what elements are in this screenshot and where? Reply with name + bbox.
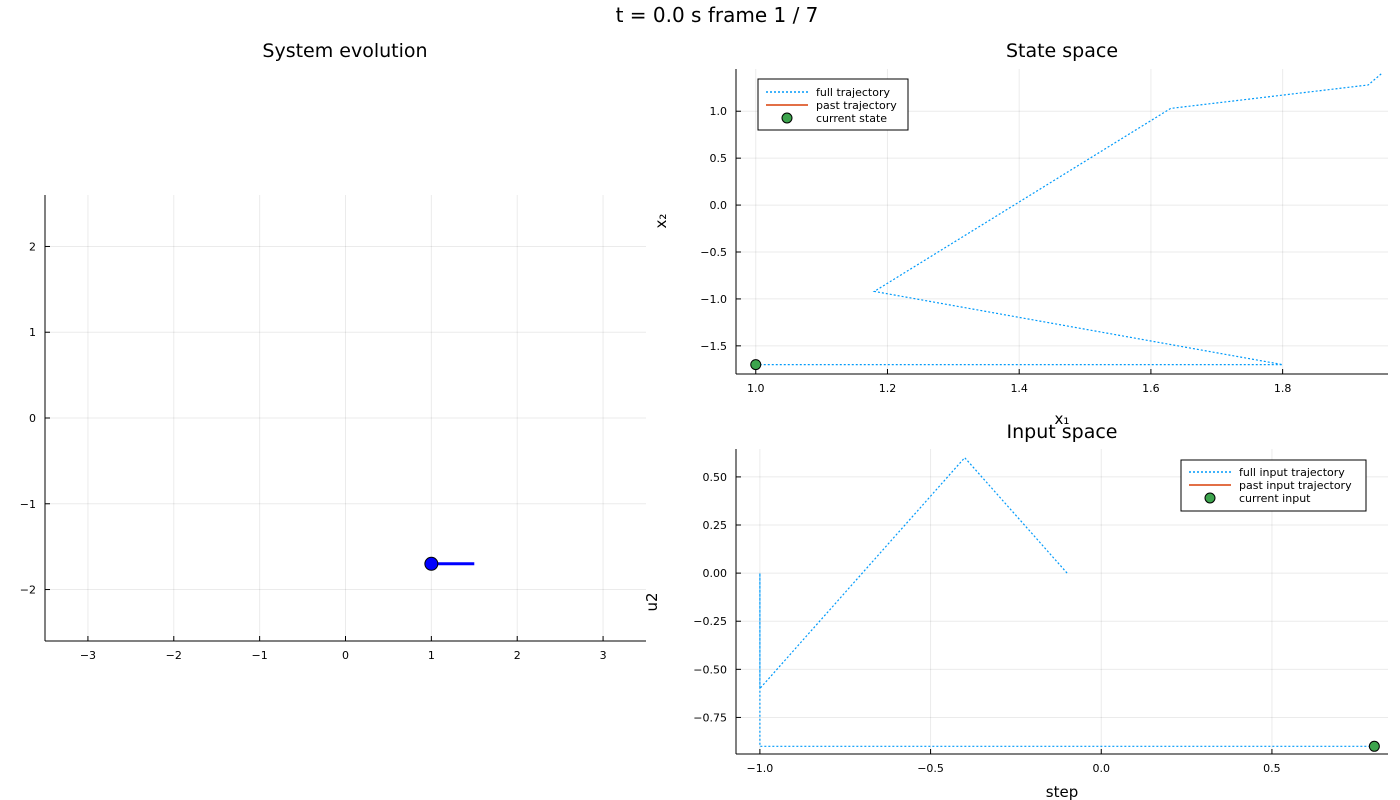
x-tick-label: −2 [166, 649, 182, 662]
y-tick-label: 0.50 [703, 471, 728, 484]
x-tick-label: 1 [428, 649, 435, 662]
legend-label-full: full trajectory [816, 86, 890, 99]
legend-label-full-input: full input trajectory [1239, 466, 1345, 479]
legend-marker-current [781, 112, 793, 124]
figure-title: t = 0.0 s frame 1 / 7 [616, 3, 819, 27]
current-point [750, 359, 762, 371]
current-point [1368, 740, 1380, 752]
y-tick-label: 0.5 [710, 152, 728, 165]
legend-label-current-input: current input [1239, 492, 1311, 505]
x-tick-label: −0.5 [917, 762, 944, 775]
input-space-xlabel: step [1046, 783, 1078, 800]
grid [736, 69, 1388, 374]
y-tick-label: 1.0 [710, 105, 728, 118]
state-space-xlabel: x₁ [1055, 410, 1070, 428]
y-tick-label: −0.25 [693, 615, 727, 628]
y-tick-label: −0.50 [693, 663, 727, 676]
system-evolution-panel: System evolution −3 −2 −1 0 1 2 3 −2 −1 0 1 2 [20, 40, 646, 662]
state-space-panel: State space x₁ x₂ full trajectory past t… [652, 40, 1388, 428]
grid [45, 195, 646, 641]
x-tick-label: 1.2 [879, 382, 897, 395]
y-tick-label: −0.75 [693, 711, 727, 724]
x-tick-label: 1.8 [1274, 382, 1292, 395]
legend-label-current: current state [816, 112, 887, 125]
y-tick-label: −1.0 [700, 293, 727, 306]
state-space-ylabel: x₂ [652, 214, 670, 229]
y-tick-label: −1 [20, 498, 36, 511]
x-tick-label: 0.0 [1093, 762, 1111, 775]
full-trajectory-line [759, 456, 1375, 747]
legend-marker-current-input [1204, 492, 1216, 504]
y-tick-label: 0 [29, 412, 36, 425]
x-tick-label: −3 [80, 649, 96, 662]
legend-label-past-input: past input trajectory [1239, 479, 1352, 492]
x-tick-label: −1 [252, 649, 268, 662]
system-mass-point [424, 556, 439, 571]
x-tick-label: −1.0 [747, 762, 774, 775]
state-space-title: State space [1006, 40, 1118, 62]
x-tick-label: 2 [514, 649, 521, 662]
state-space-legend: full trajectory past trajectory current … [757, 78, 909, 131]
input-space-title: Input space [1007, 421, 1118, 443]
y-tick-label: 1 [29, 326, 36, 339]
y-tick-label: 0.25 [703, 519, 728, 532]
x-tick-label: 1.0 [747, 382, 765, 395]
y-tick-label: −1.5 [700, 340, 727, 353]
x-tick-label: 0.5 [1263, 762, 1281, 775]
input-space-legend: full input trajectory past input traject… [1180, 459, 1367, 512]
y-tick-label: −0.5 [700, 246, 727, 259]
x-tick-label: 3 [600, 649, 607, 662]
x-tick-label: 1.6 [1142, 382, 1160, 395]
input-space-panel: Input space step u2 full input trajector… [643, 421, 1388, 800]
system-evolution-title: System evolution [262, 40, 427, 62]
y-tick-label: 2 [29, 240, 36, 253]
legend-label-past: past trajectory [816, 99, 897, 112]
y-tick-label: −2 [20, 584, 36, 597]
x-tick-label: 0 [342, 649, 349, 662]
y-tick-label: 0.00 [703, 567, 728, 580]
y-tick-label: 0.0 [710, 199, 728, 212]
x-tick-label: 1.4 [1010, 382, 1028, 395]
input-space-ylabel: u2 [643, 592, 661, 611]
